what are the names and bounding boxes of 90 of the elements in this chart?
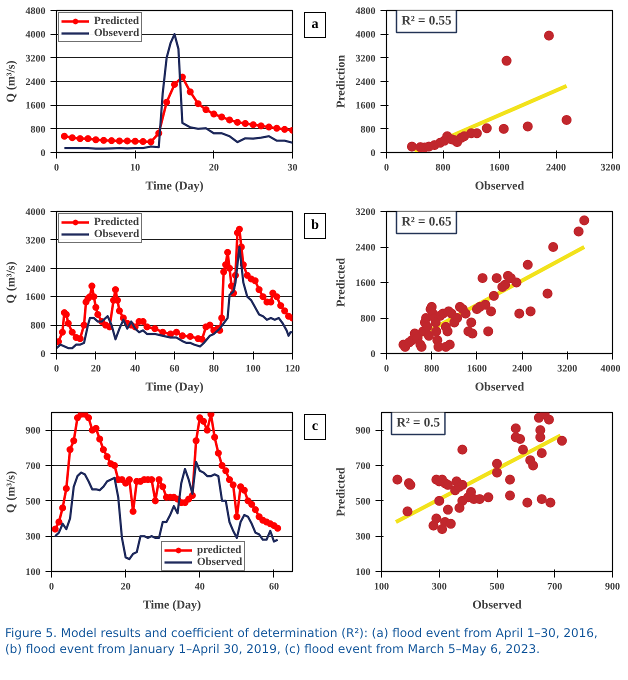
x-tick-label: 20 <box>208 162 219 174</box>
y-tick-label: 2400 <box>26 77 46 88</box>
y-tick-label: 4000 <box>26 30 46 41</box>
y-tick-label: 300 <box>356 532 370 543</box>
y-tick-label: 800 <box>30 320 46 332</box>
x-tick-label: 4000 <box>600 364 620 374</box>
x-tick-label: 0 <box>54 162 59 174</box>
y-tick-label: 800 <box>360 314 376 324</box>
x-tick-label: 30 <box>288 162 298 174</box>
x-tick-label: 1600 <box>490 162 510 174</box>
y-tick-label: 1600 <box>356 100 376 112</box>
annotation: R² = 0.65 <box>402 214 452 228</box>
x-tick-label: 60 <box>268 582 279 592</box>
x-tick-label: 10 <box>130 162 140 174</box>
y-axis-title: Q (m³/s) <box>4 262 18 304</box>
y-tick-label: 4800 <box>26 6 46 17</box>
y-tick-label: 900 <box>26 426 40 437</box>
annotation: R² = 0.55 <box>402 12 452 28</box>
x-tick-label: 2400 <box>512 364 532 374</box>
y-tick-label: 3200 <box>356 53 376 64</box>
x-axis-title: Time (Day) <box>142 598 202 612</box>
y-tick-label: 0 <box>40 349 46 360</box>
caption: Figure 5. Model results and coefficient of determination (R²): (a) flood event from April 1–30, 2016, (b) flood event from January 1–April 30, 2019, (c) flood event from March 5–May 6, 2023. <box>5 625 599 658</box>
x-axis-title: Time (Day) <box>145 380 204 394</box>
y-tick-label: 800 <box>30 124 46 136</box>
y-tick-label: 500 <box>26 496 40 508</box>
text: b <box>311 217 319 235</box>
y-tick-label: 100 <box>26 567 40 578</box>
x-tick-label: 100 <box>246 364 261 374</box>
legend-label: Obseverd <box>94 27 140 39</box>
x-tick-label: 3200 <box>557 364 578 374</box>
y-tick-label: 0 <box>40 148 46 159</box>
legend-label: Predicted <box>94 216 140 228</box>
annotation: R² = 0.5 <box>396 414 440 430</box>
x-tick-label: 60 <box>170 364 180 374</box>
x-tick-label: 120 <box>285 364 300 374</box>
text: a <box>312 16 318 34</box>
y-tick-label: 1600 <box>26 292 46 304</box>
y-tick-label: 4800 <box>356 6 376 17</box>
x-tick-label: 40 <box>194 582 205 592</box>
y-tick-label: 2400 <box>356 242 376 254</box>
x-tick-label: 40 <box>130 364 140 374</box>
y-tick-label: 700 <box>26 461 40 472</box>
legend-label: predicted <box>197 544 242 556</box>
x-tick-label: 0 <box>54 364 59 374</box>
x-tick-label: 800 <box>424 364 440 374</box>
y-axis-title: Predicted <box>334 467 348 517</box>
x-tick-label: 800 <box>436 162 450 174</box>
x-tick-label: 20 <box>90 364 101 374</box>
y-tick-label: 3200 <box>26 53 46 64</box>
y-tick-label: 0 <box>370 349 376 360</box>
legend-label: Observed <box>197 556 242 568</box>
y-tick-label: 4000 <box>26 207 46 218</box>
y-tick-label: 2400 <box>26 264 46 275</box>
y-tick-label: 500 <box>356 496 370 508</box>
y-tick-label: 800 <box>360 124 376 136</box>
y-axis-title: Prediction <box>334 54 348 108</box>
y-axis-title: Predicted <box>334 258 348 308</box>
x-tick-label: 900 <box>605 582 620 592</box>
x-tick-label: 3200 <box>600 162 620 174</box>
x-tick-label: 80 <box>208 364 219 374</box>
x-axis-title: Observed <box>474 178 524 192</box>
y-axis-title: Q (m³/s) <box>4 471 18 513</box>
x-tick-label: 2400 <box>546 162 566 174</box>
y-tick-label: 100 <box>356 567 370 578</box>
text: c <box>312 418 318 436</box>
y-tick-label: 3200 <box>26 235 46 246</box>
x-tick-label: 500 <box>490 582 504 592</box>
x-axis-title: Observed <box>474 380 524 394</box>
legend-label: Predicted <box>94 15 140 27</box>
y-axis-title: Q (m³/s) <box>4 60 18 102</box>
y-tick-label: 900 <box>356 426 370 437</box>
legend-label: Obseverd <box>94 228 140 240</box>
x-tick-label: 1600 <box>466 364 487 374</box>
x-tick-label: 700 <box>547 582 562 592</box>
x-tick-label: 0 <box>384 364 389 374</box>
x-axis-title: Observed <box>472 598 522 612</box>
y-tick-label: 1600 <box>356 278 376 289</box>
x-tick-label: 20 <box>120 582 131 592</box>
x-tick-label: 0 <box>384 162 389 174</box>
y-tick-label: 3200 <box>356 207 376 218</box>
y-tick-label: 0 <box>370 148 376 159</box>
x-tick-label: 300 <box>432 582 447 592</box>
x-tick-label: 0 <box>49 582 54 592</box>
x-axis-title: Time (Day) <box>145 178 204 192</box>
y-tick-label: 2400 <box>356 77 376 88</box>
y-tick-label: 1600 <box>26 100 46 112</box>
y-tick-label: 700 <box>356 461 370 472</box>
y-tick-label: 300 <box>26 532 40 543</box>
y-tick-label: 4000 <box>356 30 376 41</box>
